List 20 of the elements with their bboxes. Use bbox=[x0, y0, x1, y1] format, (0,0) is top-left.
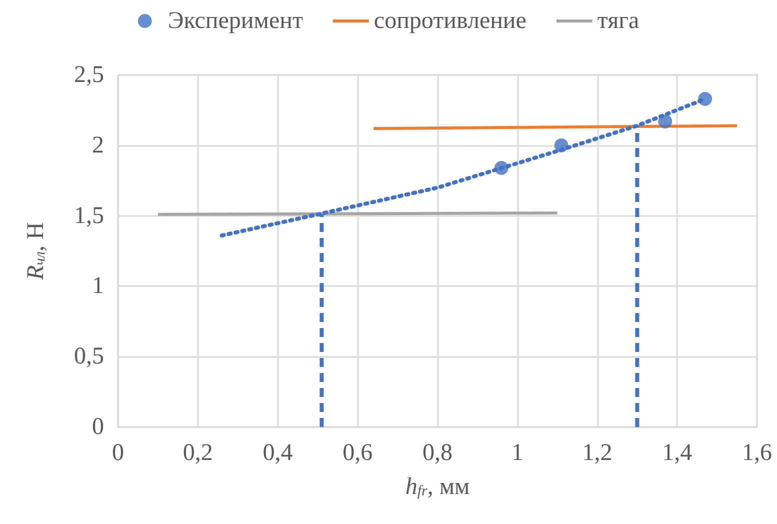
y-tick-label: 1 bbox=[92, 273, 104, 300]
x-tick-label: 0,8 bbox=[422, 440, 452, 466]
legend-label: тяга bbox=[597, 8, 640, 34]
x-tick-label: 1,4 bbox=[662, 440, 692, 466]
x-tick-label: 1 bbox=[511, 440, 524, 466]
x-tick-label: 0,6 bbox=[342, 440, 373, 466]
legend-label: сопротивление bbox=[374, 8, 526, 34]
x-tick-label: 1,2 bbox=[582, 440, 612, 466]
y-axis-title: Rчл, Н bbox=[23, 222, 49, 281]
x-axis-title: hfr, мм bbox=[405, 474, 470, 500]
legend-label: Эксперимент bbox=[168, 8, 304, 34]
x-tick-label: 0,4 bbox=[262, 440, 293, 466]
y-tick-label: 2 bbox=[92, 132, 104, 158]
y-tick-label: 0,5 bbox=[74, 344, 104, 370]
x-tick-label: 1,6 bbox=[742, 440, 772, 466]
x-tick-label: 0,2 bbox=[182, 440, 213, 466]
y-tick-label: 1,5 bbox=[74, 202, 104, 229]
y-tick-label: 0 bbox=[92, 414, 104, 440]
x-tick-label: 0 bbox=[112, 440, 124, 466]
y-tick-label: 2,5 bbox=[74, 62, 104, 88]
